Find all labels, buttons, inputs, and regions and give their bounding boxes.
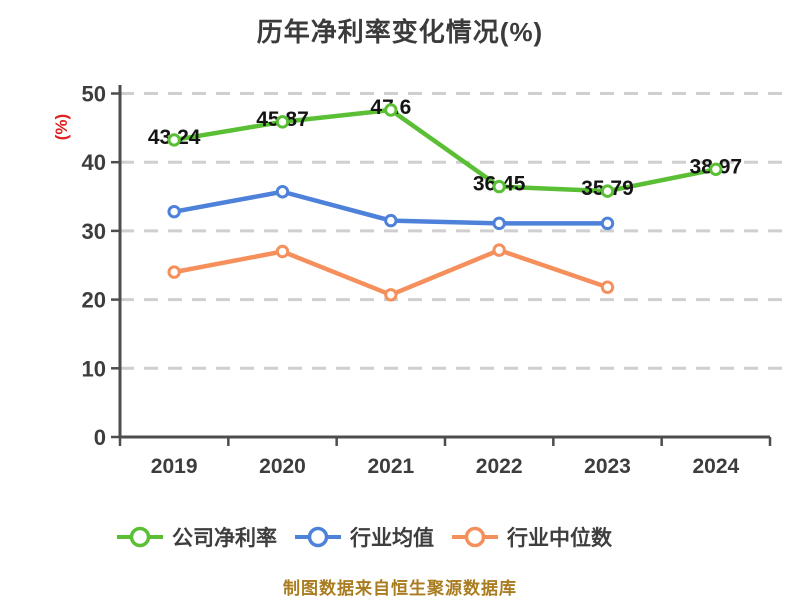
x-tick-label: 2019 [151,455,198,478]
series-point-2 [384,288,398,302]
series-point-1 [167,204,181,219]
series-point-0 [492,179,506,194]
chart-title: 历年净利率变化情况(%) [256,17,544,47]
series-point-0 [275,115,290,129]
x-tick-label: 2022 [476,455,523,478]
series-point-0 [709,162,723,176]
series-point-0 [384,103,398,117]
footer-note: 制图数据来自恒生聚源数据库 [283,579,517,598]
series-point-2 [492,243,506,257]
legend-item-2: 行业中位数 [451,522,612,552]
y-tick-label: 30 [82,219,106,244]
series-point-2 [600,280,615,294]
series-point-2 [275,244,290,259]
series-line-0 [171,107,719,194]
y-tick-label: 0 [94,425,106,450]
y-tick-label: 40 [82,150,106,175]
series-point-0 [600,184,615,198]
y-tick-label: 10 [82,356,106,381]
legend-label-2: 行业中位数 [507,527,612,550]
legend-line-marker-icon [295,526,341,548]
series-point-0 [167,133,181,147]
series-point-1 [384,213,398,228]
legend-line-marker-icon [452,526,498,548]
axes [118,85,770,439]
series-point-1 [492,216,506,231]
series-point-1 [600,216,615,231]
x-tick-label: 2021 [367,455,414,478]
x-tick-label: 2020 [259,455,306,478]
y-tick-label: 20 [82,288,106,313]
y-tick-label: 50 [82,82,106,107]
x-tick-label: 2024 [692,455,739,478]
legend-label-1: 行业均值 [350,527,434,550]
legend-line-marker-icon [117,526,163,548]
x-tick-label: 2023 [584,455,631,478]
legend-item-0: 公司净利率 [116,522,277,552]
series-point-1 [275,185,290,199]
legend-item-1: 行业均值 [294,522,434,552]
legend: 公司净利率 行业均值 行业中位数 [0,522,728,552]
series-point-2 [167,265,181,279]
legend-label-0: 公司净利率 [172,527,277,550]
